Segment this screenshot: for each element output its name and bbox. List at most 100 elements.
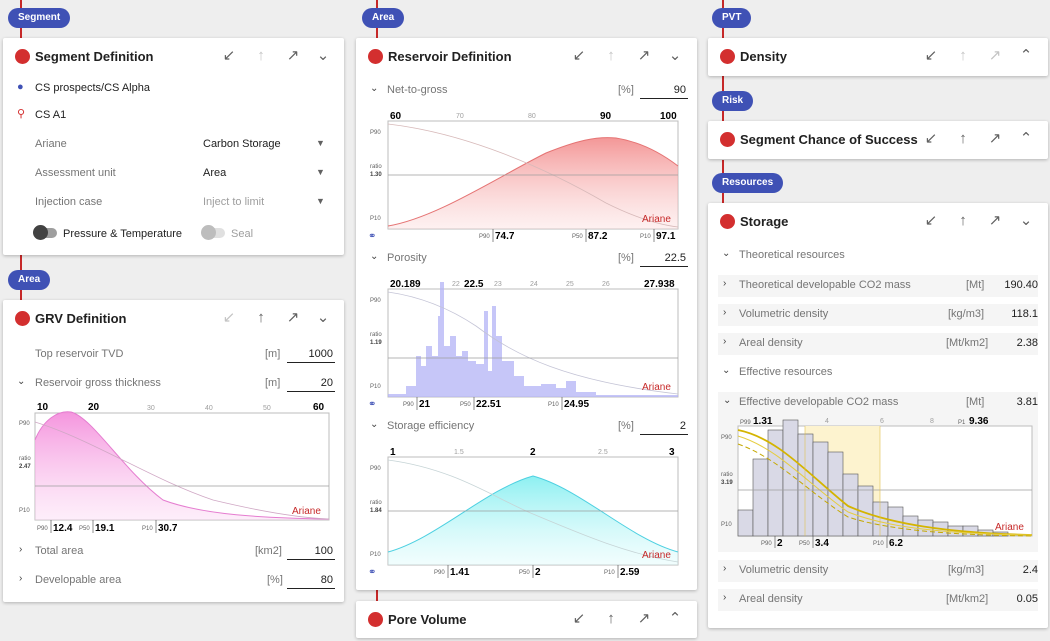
chevron-down-icon[interactable]: ⌄ xyxy=(370,419,379,430)
minimize-icon[interactable]: ↙ xyxy=(572,47,586,64)
brand-label: Ariane xyxy=(642,550,671,561)
minimize-icon[interactable]: ↙ xyxy=(572,610,586,627)
minimize-icon[interactable]: ↙ xyxy=(924,47,938,64)
developable-area-input[interactable]: 80 xyxy=(287,574,335,589)
move-up-icon[interactable]: ↑ xyxy=(959,130,967,147)
maximize-icon[interactable]: ↗ xyxy=(286,47,300,64)
field-assessment-unit[interactable]: Assessment unit Area ▼ xyxy=(3,163,344,185)
field-label: Areal density xyxy=(739,337,803,349)
tag-risk: Risk xyxy=(712,91,754,111)
theoretical-resources-header[interactable]: ⌄ Theoretical resources xyxy=(708,245,1048,267)
chevron-down-icon[interactable]: ⌄ xyxy=(723,395,732,406)
toggle-label: Seal xyxy=(231,228,254,240)
chevron-right-icon[interactable]: › xyxy=(723,336,727,347)
chevron-right-icon[interactable]: › xyxy=(723,307,727,318)
card-title: Density xyxy=(740,49,787,64)
chevron-right-icon[interactable]: › xyxy=(723,563,727,574)
section-label: Theoretical resources xyxy=(739,249,845,261)
field-label: Total area xyxy=(35,545,84,557)
select-value[interactable]: Inject to limit xyxy=(203,196,265,208)
p90-value: 21 xyxy=(419,399,431,410)
move-up-icon[interactable]: ↑ xyxy=(257,47,265,64)
move-up-icon[interactable]: ↑ xyxy=(959,47,967,64)
tick-label: 2 xyxy=(530,447,536,458)
chevron-right-icon[interactable]: › xyxy=(19,573,23,584)
expand-icon[interactable]: ⌃ xyxy=(1019,130,1033,147)
ratio-value: 3.19 xyxy=(721,480,733,486)
effective-volumetric-row[interactable]: › Volumetric density [kg/m3] 2.4 xyxy=(718,560,1038,582)
maximize-icon[interactable]: ↗ xyxy=(637,610,651,627)
maximize-icon[interactable]: ↗ xyxy=(988,212,1002,229)
theoretical-areal-row[interactable]: › Areal density [Mt/km2] 2.38 xyxy=(718,333,1038,355)
developable-area-row: › Developable area [%] 80 xyxy=(3,570,344,592)
field-unit: [km2] xyxy=(255,545,282,557)
move-up-icon[interactable]: ↑ xyxy=(959,212,967,229)
select-value[interactable]: Area xyxy=(203,167,227,179)
collapse-icon[interactable]: ⌄ xyxy=(1019,212,1033,229)
tick-label: 90 xyxy=(600,111,612,122)
expand-icon[interactable]: ⌃ xyxy=(668,610,682,627)
collapse-icon[interactable]: ⌄ xyxy=(316,47,330,64)
p50-label: P50 xyxy=(572,234,583,240)
expand-icon[interactable]: ⌃ xyxy=(1019,47,1033,64)
chevron-down-icon[interactable]: ⌄ xyxy=(17,376,26,387)
collapse-icon[interactable]: ⌄ xyxy=(316,309,330,326)
chevron-down-icon[interactable]: ⌄ xyxy=(370,251,379,262)
field-ariane[interactable]: Ariane Carbon Storage ▼ xyxy=(3,134,344,156)
p50-label: P50 xyxy=(519,570,530,576)
top-reservoir-input[interactable]: 1000 xyxy=(287,348,335,363)
card-header: GRV Definition ↙ ↑ ↗ ⌄ xyxy=(3,300,344,336)
maximize-icon[interactable]: ↗ xyxy=(988,47,1002,64)
storage-efficiency-chart: 1 1.5 2 2.5 3 P90 ratio 1.84 P10 Ariane … xyxy=(368,447,679,578)
field-unit: [m] xyxy=(265,377,281,389)
minimize-icon[interactable]: ↙ xyxy=(222,309,236,326)
link-icon[interactable]: ⚭ xyxy=(368,567,376,578)
p50-label: P50 xyxy=(460,402,471,408)
caret-down-icon[interactable]: ▼ xyxy=(316,138,325,148)
distribution-curve xyxy=(34,411,330,520)
field-value: 2.38 xyxy=(1016,337,1038,349)
link-icon[interactable]: ⚭ xyxy=(368,399,376,410)
maximize-icon[interactable]: ↗ xyxy=(286,309,300,326)
tag-area: Area xyxy=(362,8,405,28)
field-injection-case[interactable]: Injection case Inject to limit ▼ xyxy=(3,192,344,214)
chevron-right-icon[interactable]: › xyxy=(19,544,23,555)
effective-resources-header[interactable]: ⌄ Effective resources xyxy=(708,362,1048,384)
link-icon[interactable]: ⚭ xyxy=(368,231,376,242)
move-up-icon[interactable]: ↑ xyxy=(257,309,265,326)
effective-areal-row[interactable]: › Areal density [Mt/km2] 0.05 xyxy=(718,589,1038,611)
select-value[interactable]: Carbon Storage xyxy=(203,138,281,150)
minimize-icon[interactable]: ↙ xyxy=(924,130,938,147)
card-header: Pore Volume ↙ ↑ ↗ ⌃ xyxy=(356,601,697,637)
theoretical-volumetric-row[interactable]: › Volumetric density [kg/m3] 118.1 xyxy=(718,304,1038,326)
theoretical-mass-row[interactable]: › Theoretical developable CO2 mass [Mt] … xyxy=(718,275,1038,297)
move-up-icon[interactable]: ↑ xyxy=(607,47,615,64)
field-label: Reservoir gross thickness xyxy=(35,377,161,389)
field-unit: [%] xyxy=(267,574,283,586)
maximize-icon[interactable]: ↗ xyxy=(637,47,651,64)
chevron-right-icon[interactable]: › xyxy=(723,278,727,289)
toggle-knob xyxy=(201,225,216,240)
tick-label: 50 xyxy=(263,405,271,412)
chevron-down-icon[interactable]: ⌄ xyxy=(722,365,731,376)
total-area-input[interactable]: 100 xyxy=(287,545,335,560)
caret-down-icon[interactable]: ▼ xyxy=(316,167,325,177)
minimize-icon[interactable]: ↙ xyxy=(222,47,236,64)
status-dot xyxy=(720,49,735,64)
ratio-value: 2.47 xyxy=(19,464,31,470)
caret-down-icon[interactable]: ▼ xyxy=(316,196,325,206)
move-up-icon[interactable]: ↑ xyxy=(607,610,615,627)
storage-efficiency-input[interactable]: 2 xyxy=(640,420,688,435)
brand-label: Ariane xyxy=(642,382,671,393)
chevron-right-icon[interactable]: › xyxy=(723,592,727,603)
chevron-down-icon[interactable]: ⌄ xyxy=(370,83,379,94)
chevron-down-icon[interactable]: ⌄ xyxy=(722,248,731,259)
maximize-icon[interactable]: ↗ xyxy=(988,130,1002,147)
thickness-input[interactable]: 20 xyxy=(287,377,335,392)
porosity-input[interactable]: 22.5 xyxy=(640,252,688,267)
minimize-icon[interactable]: ↙ xyxy=(924,212,938,229)
collapse-icon[interactable]: ⌄ xyxy=(668,47,682,64)
brand-label: Ariane xyxy=(292,506,321,517)
net-to-gross-input[interactable]: 90 xyxy=(640,84,688,99)
field-unit: [%] xyxy=(618,252,634,264)
